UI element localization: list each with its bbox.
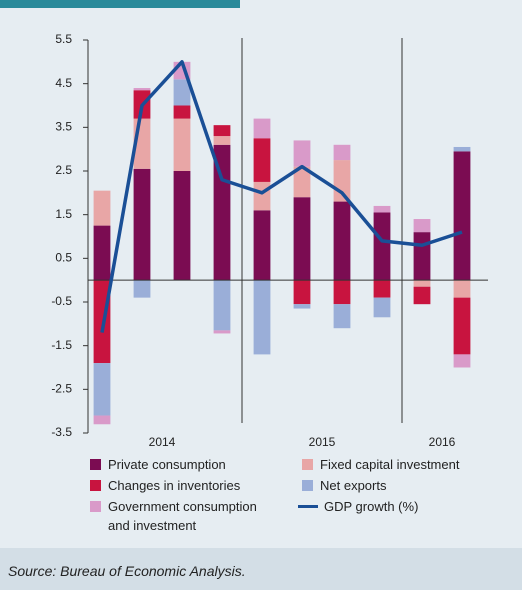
bar [453,151,471,281]
bar [173,79,191,106]
x-group-label: 2014 [149,435,176,449]
y-tick-label: -2.5 [51,382,72,396]
bar [213,330,231,334]
bar [93,415,111,425]
bar [253,210,271,281]
bar [413,280,431,287]
bar [173,118,191,171]
legend-label: Net exports [320,478,387,493]
y-tick-label: -0.5 [51,294,72,308]
bar [213,280,231,331]
bar [213,144,231,281]
bar [413,232,431,281]
bar [453,297,471,355]
bar [413,286,431,305]
bar [173,105,191,119]
bar [333,280,351,305]
bar [413,219,431,233]
bar [373,205,391,213]
bar [133,168,151,281]
bar [373,297,391,318]
y-tick-label: 3.5 [55,120,72,134]
bar [253,280,271,355]
legend-label: GDP growth (%) [324,499,419,514]
bar [373,212,391,281]
bar [253,181,271,211]
source: Source: Bureau of Economic Analysis. [8,563,246,579]
chart: 5.5 4.5 3.5 2.5 1.5 0.5 -0.5 -1.5 -2.5 -3.5 2014 20… [51,32,488,449]
x-group-label: 2015 [309,435,336,449]
legend-swatch [90,459,101,470]
bar [173,171,191,281]
bar [373,280,391,298]
bar [293,197,311,281]
legend-label: Government consumption and investment [108,499,257,533]
bar [133,280,151,298]
legend-swatch [302,459,313,470]
footer-band [0,548,522,590]
bar [293,304,311,309]
legend-swatch [90,501,101,512]
bar [293,166,311,198]
bar [213,125,231,137]
y-tick-label: 4.5 [55,76,72,90]
bar [213,136,231,145]
x-group-label: 2016 [429,435,456,449]
bar [333,201,351,281]
bar [93,190,111,226]
bar [453,280,471,298]
y-tick-label: -3.5 [51,425,72,439]
bar [93,225,111,281]
bar [93,363,111,416]
legend-swatch [302,480,313,491]
legend-label: Fixed capital investment [320,457,460,472]
legend-label: Private consumption [108,457,226,472]
bar [453,354,471,368]
bar [453,146,471,152]
y-tick-label: 5.5 [55,32,72,46]
bar [333,144,351,161]
bar [293,280,311,305]
bar [253,118,271,139]
header-band [0,0,240,8]
line [100,60,463,333]
bar [293,140,311,167]
bar [333,304,351,329]
y-tick-label: 1.5 [55,207,72,221]
y-tick-label: 0.5 [55,251,72,265]
y-tick-label: 2.5 [55,163,72,177]
bar [253,138,271,182]
legend-label: Changes in inventories [108,478,241,493]
bar [133,88,151,91]
legend-swatch [298,505,318,508]
y-tick-label: -1.5 [51,338,72,352]
legend-swatch [90,480,101,491]
